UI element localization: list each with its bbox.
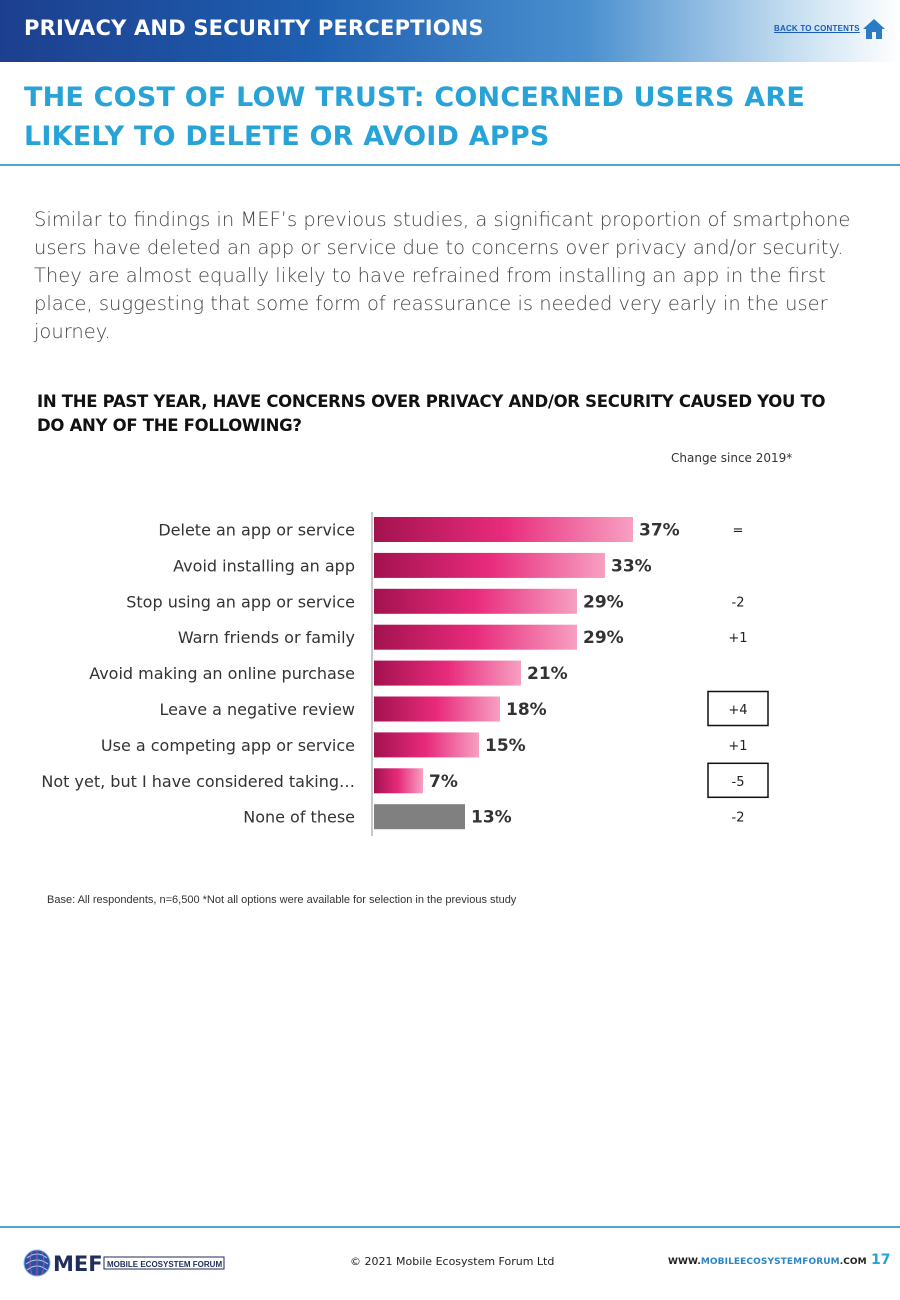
category-label: Warn friends or family [178, 628, 355, 647]
value-label: 29% [583, 592, 624, 612]
home-icon[interactable] [862, 17, 886, 41]
change-since-header: Change since 2019* [671, 451, 793, 465]
category-label: Delete an app or service [158, 521, 355, 540]
chart-title: IN THE PAST YEAR, HAVE CONCERNS OVER PRI… [37, 392, 826, 435]
footer-divider [0, 1226, 900, 1228]
intro-paragraph: Similar to findings in MEF’s previous st… [34, 208, 851, 343]
section-title: PRIVACY AND SECURITY PERCEPTIONS [24, 16, 484, 40]
change-highlight-box [707, 762, 769, 799]
category-label: Avoid making an online purchase [89, 664, 355, 683]
value-label: 18% [506, 700, 547, 720]
category-label: Stop using an app or service [126, 592, 355, 611]
change-value: +1 [728, 631, 747, 646]
page-title-line-1: THE COST OF LOW TRUST: CONCERNED USERS A… [24, 82, 806, 113]
svg-text:MEF: MEF [53, 1252, 103, 1276]
category-label: Leave a negative review [159, 700, 355, 719]
bar [374, 768, 423, 794]
value-label: 13% [471, 808, 512, 828]
page-title: THE COST OF LOW TRUST: CONCERNED USERS A… [24, 78, 864, 156]
bar [374, 588, 577, 614]
category-label: Avoid installing an app [173, 556, 355, 575]
bar-chart: Delete an app or service 37% = Avoid instal… [41, 512, 769, 836]
change-value: +4 [728, 703, 747, 718]
bar [374, 552, 605, 578]
bar [374, 624, 577, 650]
base-note: Base: All respondents, n=6,500 *Not all … [47, 894, 517, 906]
change-value: +1 [728, 739, 747, 754]
category-label: None of these [243, 808, 355, 827]
bar [374, 517, 633, 542]
change-value: = [733, 524, 744, 539]
bar [374, 732, 479, 758]
mef-logo: MEF MOBILE ECOSYSTEM FORUM [23, 1249, 225, 1277]
value-label: 7% [429, 772, 458, 792]
category-label: Use a competing app or service [101, 736, 355, 755]
value-label: 29% [583, 628, 624, 648]
bar [374, 804, 465, 830]
change-value: -5 [732, 775, 745, 790]
bar [374, 660, 521, 686]
change-value: -2 [732, 595, 745, 610]
value-label: 21% [527, 664, 568, 684]
value-label: 33% [611, 556, 652, 576]
bar [374, 696, 500, 722]
website-link[interactable]: WWW.MOBILEECOSYSTEMFORUM.COM [668, 1257, 867, 1267]
page-number: 17 [871, 1252, 891, 1268]
header-banner: PRIVACY AND SECURITY PERCEPTIONS BACK TO… [0, 0, 900, 62]
page-title-line-2: LIKELY TO DELETE OR AVOID APPS [24, 121, 550, 152]
back-to-contents-link[interactable]: BACK TO CONTENTS [774, 24, 860, 33]
title-divider [0, 164, 900, 166]
change-value: -2 [732, 811, 745, 826]
change-highlight-box [707, 690, 769, 727]
value-label: 15% [485, 736, 526, 756]
copyright: © 2021 Mobile Ecosystem Forum Ltd [350, 1255, 555, 1268]
value-label: 37% [639, 521, 680, 541]
svg-text:MOBILE ECOSYSTEM FORUM: MOBILE ECOSYSTEM FORUM [107, 1260, 222, 1269]
category-label: Not yet, but I have considered taking… [41, 772, 355, 791]
